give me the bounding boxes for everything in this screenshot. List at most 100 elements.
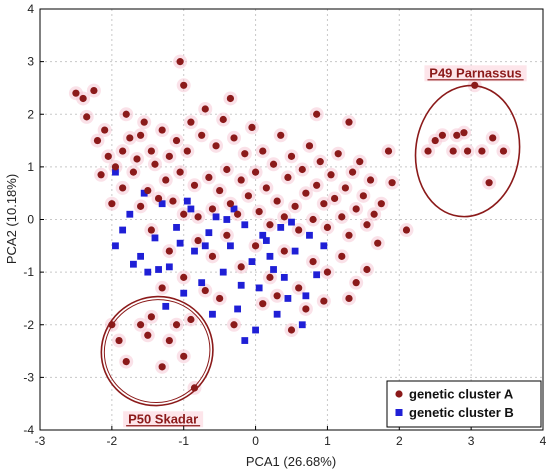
cluster-a-point <box>273 292 281 300</box>
cluster-a-point <box>205 173 213 181</box>
cluster-a-point <box>154 194 163 203</box>
cluster-a-point <box>331 194 339 203</box>
cluster-a-point <box>295 284 303 292</box>
cluster-a-point <box>201 286 209 295</box>
cluster-a-point <box>115 336 123 345</box>
cluster-a-point <box>338 213 346 221</box>
cluster-a-point <box>165 152 173 160</box>
cluster-a-point <box>438 131 446 139</box>
cluster-b-point <box>130 260 137 268</box>
cluster-a-point <box>137 321 145 329</box>
cluster-a-point <box>172 321 181 329</box>
cluster-b-point <box>255 284 263 292</box>
cluster-a-point <box>251 242 260 250</box>
cluster-b-point <box>313 271 321 279</box>
cluster-a-point <box>180 273 188 281</box>
cluster-a-point <box>90 86 98 95</box>
cluster-a-point <box>129 168 138 176</box>
y-tick-label: 0 <box>27 213 34 227</box>
cluster-b-point <box>288 218 295 226</box>
cluster-a-point <box>162 176 170 184</box>
annotation-label: P50 Skadar <box>128 411 198 426</box>
cluster-a-point <box>97 171 105 179</box>
cluster-a-point <box>140 118 148 126</box>
cluster-b-point <box>112 242 119 250</box>
cluster-a-point <box>119 147 127 155</box>
cluster-a-point <box>180 352 188 360</box>
annotation-ellipse <box>100 295 214 407</box>
cluster-a-point <box>499 147 508 155</box>
cluster-a-point <box>255 208 263 216</box>
cluster-a-point <box>460 129 468 137</box>
cluster-a-point <box>341 184 349 192</box>
y-tick-label: 1 <box>27 160 34 174</box>
cluster-b-point <box>173 223 180 231</box>
cluster-a-point <box>226 94 235 103</box>
annotation-ellipses: P49 Parnassus P50 Skadar <box>100 65 527 428</box>
annotation-label: P49 Parnassus <box>429 65 522 80</box>
cluster-a-point <box>277 131 285 139</box>
cluster-a-point <box>212 142 220 150</box>
cluster-a-point <box>208 205 217 213</box>
cluster-a-point <box>388 179 396 187</box>
cluster-a-point <box>83 113 91 121</box>
cluster-a-point <box>133 155 141 163</box>
cluster-b-point <box>209 310 216 318</box>
cluster-a-point <box>194 236 202 245</box>
cluster-a-point <box>348 168 357 176</box>
x-tick-label: -2 <box>107 434 118 448</box>
cluster-a-point <box>284 173 292 181</box>
cluster-a-point <box>158 363 166 371</box>
y-tick-label: 3 <box>27 55 34 69</box>
cluster-a-point <box>266 221 274 229</box>
cluster-a-point <box>320 200 328 208</box>
cluster-a-point <box>101 126 109 134</box>
cluster-a-point <box>244 192 252 200</box>
cluster-a-point <box>287 326 296 334</box>
x-tick-label: -1 <box>178 434 189 448</box>
cluster-b-point <box>187 205 195 213</box>
cluster-a-point <box>119 184 127 192</box>
cluster-a-point <box>259 147 267 155</box>
cluster-b-point <box>119 226 127 234</box>
cluster-b-point <box>320 242 328 250</box>
cluster-a-point <box>345 231 353 239</box>
cluster-b-point <box>306 231 313 239</box>
cluster-b-point <box>270 266 277 273</box>
x-axis-title: PCA1 (26.68%) <box>246 454 336 469</box>
cluster-a-point <box>259 300 267 308</box>
cluster-a-point <box>234 210 242 218</box>
x-tick-label: 2 <box>396 434 403 448</box>
legend-label-cluster-a: genetic cluster A <box>409 387 514 402</box>
y-tick-label: 2 <box>27 107 34 121</box>
cluster-a-point <box>111 163 120 171</box>
cluster-a-point <box>147 313 155 321</box>
cluster-b-point <box>280 273 288 281</box>
cluster-a-point <box>144 186 152 195</box>
cluster-a-point <box>104 152 112 160</box>
legend-marker-cluster-b <box>395 409 403 416</box>
cluster-b-point <box>183 197 191 205</box>
cluster-b-point <box>291 247 299 255</box>
cluster-a-point <box>280 213 288 221</box>
cluster-a-point <box>269 160 278 168</box>
cluster-a-point <box>291 202 299 210</box>
cluster-a-point <box>262 184 270 192</box>
cluster-a-point <box>352 205 360 213</box>
cluster-a-point <box>93 136 102 145</box>
cluster-b-point <box>241 221 249 229</box>
x-tick-label: 0 <box>252 434 259 448</box>
cluster-a-point <box>169 197 177 205</box>
cluster-a-point <box>190 181 199 189</box>
cluster-a-point <box>359 192 367 200</box>
cluster-b-point <box>112 168 119 176</box>
x-tick-label: -3 <box>35 434 46 448</box>
cluster-a-point <box>327 171 335 179</box>
cluster-b-point <box>230 205 238 213</box>
cluster-b-point <box>302 292 310 300</box>
data-points <box>68 54 511 395</box>
cluster-a-point <box>334 150 342 158</box>
cluster-a-point <box>295 226 303 234</box>
